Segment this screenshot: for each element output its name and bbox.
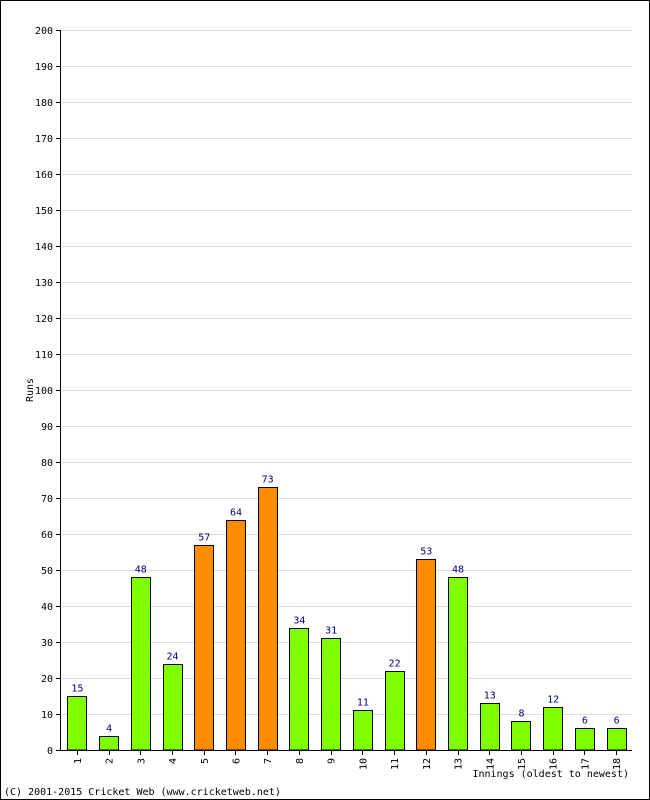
bar-value-label: 6 (582, 716, 588, 727)
y-tick-label: 180 (35, 98, 53, 109)
bar (289, 628, 309, 751)
bar-value-label: 15 (71, 684, 83, 695)
y-tick-label: 40 (41, 602, 53, 613)
x-tick-label: 2 (105, 758, 116, 764)
bar-value-label: 48 (135, 565, 147, 576)
y-tick-label: 100 (35, 386, 53, 397)
y-tick-label: 190 (35, 62, 53, 73)
bar-value-label: 34 (293, 616, 305, 627)
bar (448, 577, 468, 751)
bar-value-label: 31 (325, 626, 337, 637)
bar-value-label: 6 (614, 716, 620, 727)
x-tick-labels: 1 2 3 4 5 6 7 8 9 10 11 12 13 14 15 16 17 18 (73, 758, 623, 770)
bar (607, 728, 627, 751)
x-tick-label: 12 (422, 758, 433, 770)
bar-value-label: 12 (547, 695, 559, 706)
bar-value-label: 11 (357, 698, 369, 709)
y-tick-label: 170 (35, 134, 53, 145)
bars (67, 487, 627, 751)
x-tick-label: 9 (327, 758, 338, 764)
bar (385, 671, 405, 751)
y-tick-label: 80 (41, 458, 53, 469)
x-tick-label: 18 (612, 758, 623, 770)
bar-value-label: 53 (420, 547, 432, 558)
x-tick-label: 3 (136, 758, 147, 764)
y-tick-label: 50 (41, 566, 53, 577)
y-tick-label: 120 (35, 314, 53, 325)
bar-value-label: 8 (518, 709, 524, 720)
y-tick-label: 0 (47, 746, 53, 757)
bar-value-label: 13 (484, 691, 496, 702)
bar (163, 664, 183, 751)
x-axis-title: Innings (oldest to newest) (472, 769, 629, 780)
y-tick-label: 30 (41, 638, 53, 649)
x-tick-label: 13 (454, 758, 465, 770)
bar-value-label: 64 (230, 508, 242, 519)
axes (56, 30, 632, 755)
bar (99, 736, 119, 751)
x-tick-label: 11 (390, 758, 401, 770)
x-tick-label: 15 (517, 758, 528, 770)
bar-value-label: 22 (389, 659, 401, 670)
bar-value-label: 73 (262, 475, 274, 486)
y-tick-label: 150 (35, 206, 53, 217)
x-tick-label: 6 (231, 758, 242, 764)
y-tick-labels: 0 10 20 30 40 50 60 70 80 90 100 110 120 130 140 150 160… (35, 26, 53, 757)
bar-value-label: 57 (198, 533, 210, 544)
x-tick-label: 7 (263, 758, 274, 764)
x-tick-label: 8 (295, 758, 306, 764)
bar (258, 487, 278, 751)
data-labels: 15 4 48 24 57 64 73 34 31 11 22 53 48 13 8 12 6 6 (71, 475, 619, 735)
x-tick-label: 5 (200, 758, 211, 764)
bar (480, 703, 500, 751)
bar-value-label: 24 (167, 652, 179, 663)
y-tick-label: 70 (41, 494, 53, 505)
bar (353, 710, 373, 751)
y-tick-label: 60 (41, 530, 53, 541)
grid-lines (61, 30, 632, 715)
y-tick-label: 200 (35, 26, 53, 37)
x-tick-label: 14 (485, 758, 496, 770)
bar (131, 577, 151, 751)
y-tick-label: 20 (41, 674, 53, 685)
bar (226, 520, 246, 751)
y-axis-title: Runs (25, 378, 36, 402)
x-tick-label: 16 (549, 758, 560, 770)
bar (511, 721, 531, 751)
y-tick-label: 140 (35, 242, 53, 253)
x-tick-label: 4 (168, 758, 179, 764)
bar (416, 559, 436, 751)
bar (67, 696, 87, 751)
bar-value-label: 4 (106, 724, 112, 735)
x-tick-label: 17 (580, 758, 591, 770)
bar-value-label: 48 (452, 565, 464, 576)
bar (575, 728, 595, 751)
y-tick-label: 110 (35, 350, 53, 361)
y-tick-label: 130 (35, 278, 53, 289)
copyright-footer: (C) 2001-2015 Cricket Web (www.cricketwe… (4, 787, 281, 798)
x-tick-label: 10 (358, 758, 369, 770)
bar (194, 545, 214, 751)
x-tick-label: 1 (73, 758, 84, 764)
y-tick-label: 90 (41, 422, 53, 433)
y-tick-label: 10 (41, 710, 53, 721)
bar (543, 707, 563, 751)
y-tick-label: 160 (35, 170, 53, 181)
bar (321, 638, 341, 751)
